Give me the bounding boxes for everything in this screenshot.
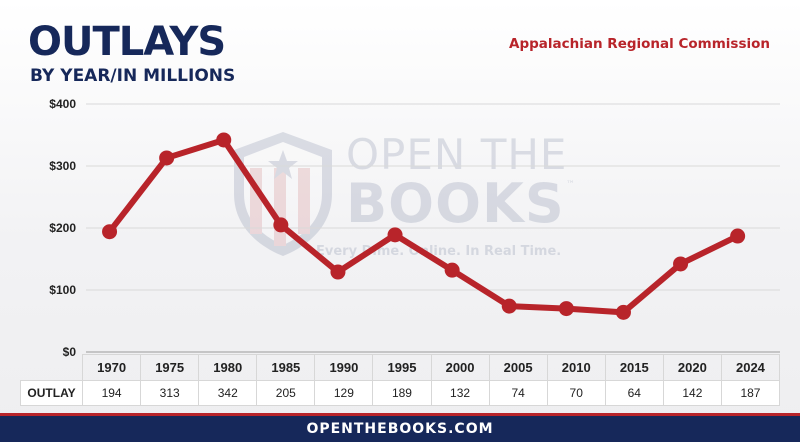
x-tick-label: 1980 xyxy=(198,354,258,381)
data-label: 194 xyxy=(82,380,142,406)
data-label: 142 xyxy=(662,380,722,406)
y-axis: $0$100$200$300$400 xyxy=(49,97,76,359)
x-tick-label: 1995 xyxy=(372,354,432,381)
x-tick-label: 1990 xyxy=(314,354,374,381)
y-tick-label: $300 xyxy=(49,159,76,173)
x-tick-label: 1975 xyxy=(140,354,200,381)
data-label: 342 xyxy=(198,380,258,406)
footer-site-link[interactable]: OPENTHEBOOKS.COM xyxy=(306,421,494,437)
series-outlay xyxy=(102,132,746,320)
x-tick-label: 2015 xyxy=(604,354,664,381)
footer-stripe xyxy=(0,413,800,416)
y-tick-label: $100 xyxy=(49,283,76,297)
data-label: 187 xyxy=(720,380,781,406)
x-tick-label: 2005 xyxy=(488,354,548,381)
data-point xyxy=(730,228,746,244)
data-point xyxy=(673,256,689,272)
data-point xyxy=(102,224,118,240)
x-tick-label: 2010 xyxy=(546,354,606,381)
x-tick-label: 2024 xyxy=(720,354,781,381)
x-tick-label: 2020 xyxy=(662,354,722,381)
data-label: 70 xyxy=(546,380,606,406)
data-point xyxy=(216,132,232,148)
data-label: 74 xyxy=(488,380,548,406)
y-tick-label: $400 xyxy=(49,97,76,111)
data-point xyxy=(159,150,175,166)
chart-grid xyxy=(86,103,780,353)
y-tick-label: $200 xyxy=(49,221,76,235)
watermark-line2: BOOKS xyxy=(346,172,565,235)
table-corner xyxy=(20,354,84,381)
page-subtitle: BY YEAR/IN MILLIONS xyxy=(30,66,236,86)
x-tick-label: 2000 xyxy=(430,354,490,381)
data-label: 313 xyxy=(140,380,200,406)
year-row: 1970 1975 1980 1985 1990 1995 2000 2005 2010 2015… xyxy=(20,354,781,381)
data-point xyxy=(330,264,346,280)
data-point xyxy=(558,301,574,317)
data-label: 64 xyxy=(604,380,664,406)
data-label: 132 xyxy=(430,380,490,406)
x-tick-label: 1970 xyxy=(82,354,142,381)
series-line xyxy=(106,136,741,316)
x-tick-label: 1985 xyxy=(256,354,316,381)
watermark-trademark: ™ xyxy=(566,180,575,190)
row-label: OUTLAY xyxy=(19,380,84,406)
page-title: OUTLAYS xyxy=(28,19,226,65)
data-point xyxy=(387,227,403,243)
data-point xyxy=(444,262,460,278)
value-row: OUTLAY 194 313 342 205 129 189 132 74 70 64 142 187 xyxy=(19,380,781,406)
data-label: 205 xyxy=(256,380,316,406)
data-point xyxy=(615,304,631,320)
data-point xyxy=(501,298,517,314)
footer: OPENTHEBOOKS.COM xyxy=(0,416,800,442)
watermark-line1: OPEN THE xyxy=(346,130,568,179)
data-label: 129 xyxy=(314,380,374,406)
agency-name: Appalachian Regional Commission xyxy=(509,36,770,52)
outlay-table: 1970 1975 1980 1985 1990 1995 2000 2005 2010 2015… xyxy=(19,354,781,406)
data-label: 189 xyxy=(372,380,432,406)
data-point xyxy=(273,217,289,233)
